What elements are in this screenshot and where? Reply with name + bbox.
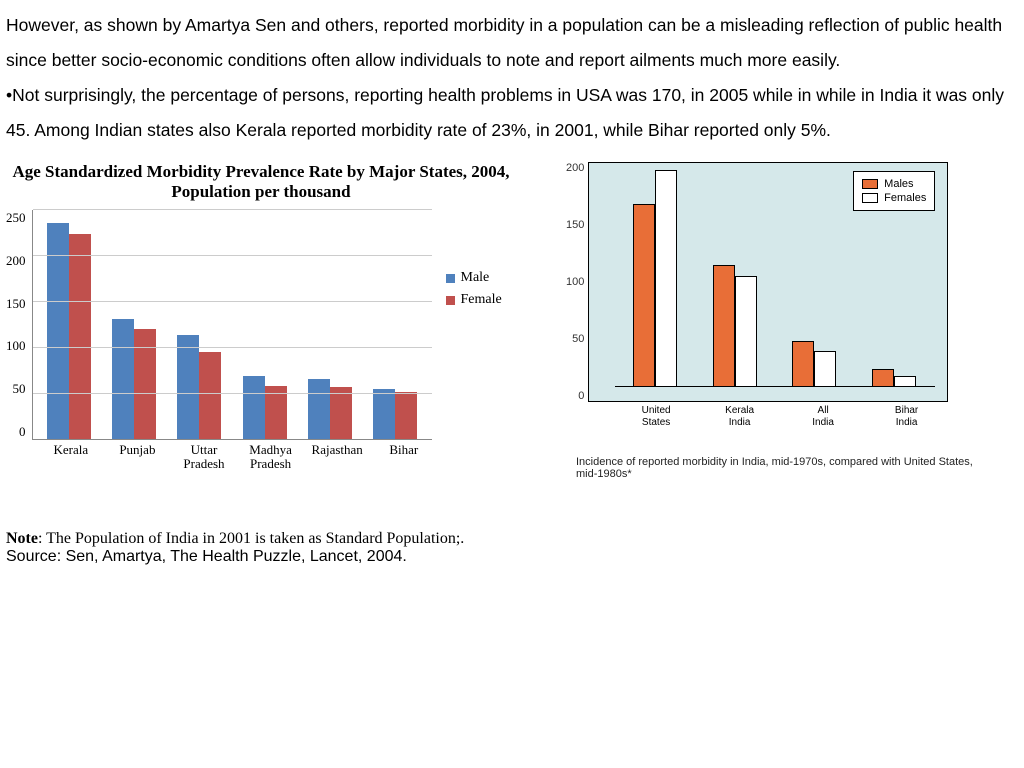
- footer: Note: The Population of India in 2001 is…: [6, 530, 1018, 566]
- intro-paragraph-1: However, as shown by Amartya Sen and oth…: [6, 8, 1018, 78]
- chart1-plot: [32, 210, 432, 440]
- note-text: : The Population of India in 2001 is tak…: [38, 530, 464, 547]
- legend-label-female: Female: [461, 292, 502, 308]
- chart2: 200150100500 Males Females UnitedStatesK…: [566, 162, 996, 480]
- legend-swatch-female: [446, 296, 455, 305]
- chart2-x-axis: UnitedStatesKeralaIndiaAllIndiaBiharIndi…: [588, 402, 948, 428]
- intro-paragraph-2: •Not surprisingly, the percentage of per…: [6, 78, 1018, 148]
- chart1-y-axis: 250200150100500: [6, 210, 26, 440]
- chart1: Age Standardized Morbidity Prevalence Ra…: [6, 162, 546, 472]
- chart1-bars: [33, 210, 432, 439]
- chart2-y-axis: 200150100500: [566, 162, 584, 402]
- chart1-x-axis: KeralaPunjabUttarPradeshMadhyaPradeshRaj…: [38, 440, 438, 472]
- source-text: Source: Sen, Amartya, The Health Puzzle,…: [6, 548, 1018, 566]
- charts-row: Age Standardized Morbidity Prevalence Ra…: [6, 162, 1018, 480]
- chart1-legend: Male Female: [446, 270, 502, 472]
- chart1-title: Age Standardized Morbidity Prevalence Ra…: [6, 162, 516, 202]
- chart2-bars: [615, 163, 933, 387]
- legend-label-male: Male: [461, 270, 490, 286]
- legend-swatch-male: [446, 274, 455, 283]
- chart2-plot: Males Females: [588, 162, 948, 402]
- note-label: Note: [6, 530, 38, 547]
- chart2-caption: Incidence of reported morbidity in India…: [566, 456, 996, 480]
